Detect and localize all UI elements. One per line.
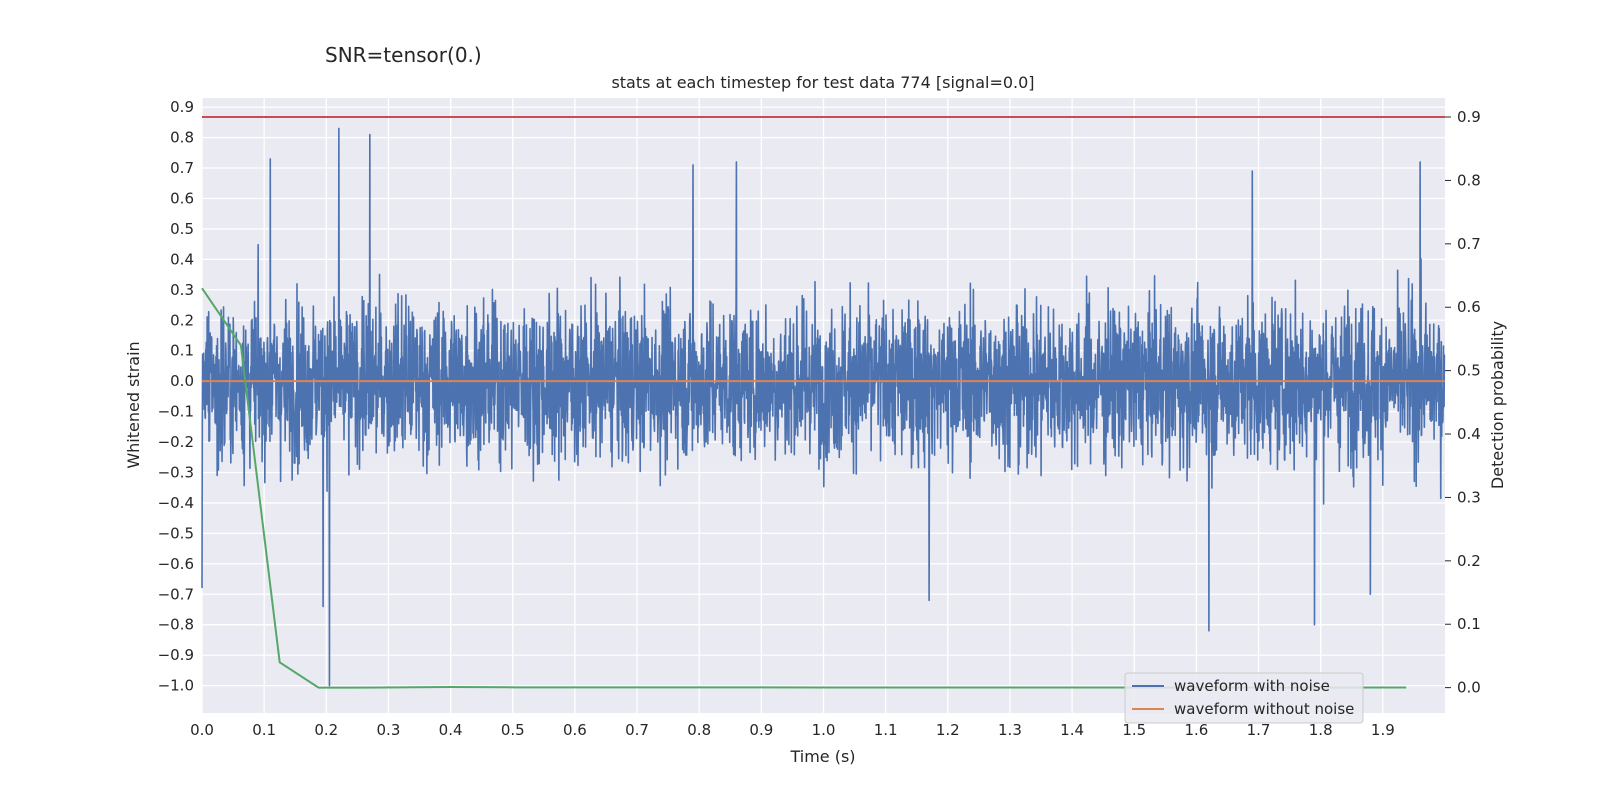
y-tick-label-left: −0.5: [158, 524, 194, 542]
y-tick-label-left: −0.4: [158, 494, 194, 512]
y-tick-label-right: 0.6: [1457, 298, 1481, 316]
x-tick-label: 0.7: [625, 721, 649, 739]
y-tick-label-left: 0.7: [170, 159, 194, 177]
y-axis-right-label: Detection probability: [1488, 321, 1507, 489]
y-axis-left-label: Whitened strain: [124, 341, 143, 468]
suptitle: SNR=tensor(0.): [325, 43, 482, 67]
y-tick-label-right: 0.1: [1457, 615, 1481, 633]
x-tick-label: 0.9: [749, 721, 773, 739]
y-tick-label-left: 0.6: [170, 189, 194, 207]
series-line-detection-probability: [201, 287, 1407, 689]
y-tick-label-right: 0.5: [1457, 362, 1481, 380]
x-axis-ticks: 0.0 0.1 0.2 0.3 0.4 0.5 0.6 0.7 0.8 0.9 1.0 1.1 1.2 1…: [190, 721, 1395, 739]
x-tick-label: 1.8: [1309, 721, 1333, 739]
y-tick-label-left: 0.0: [170, 372, 194, 390]
y-tick-label-right: 0.2: [1457, 552, 1481, 570]
x-tick-label: 0.0: [190, 721, 214, 739]
series-layer: [201, 116, 1446, 689]
x-tick-label: 0.2: [314, 721, 338, 739]
x-tick-label: 1.1: [874, 721, 898, 739]
y-tick-label-right: 0.7: [1457, 235, 1481, 253]
y-tick-label-left: 0.2: [170, 311, 194, 329]
chart-title: stats at each timestep for test data 774…: [611, 73, 1034, 92]
y-tick-label-left: −0.2: [158, 433, 194, 451]
y-tick-label-right: 0.0: [1457, 679, 1481, 697]
x-tick-label: 1.4: [1060, 721, 1084, 739]
y-tick-label-left: 0.9: [170, 98, 194, 116]
y-tick-label-left: 0.5: [170, 220, 194, 238]
legend-box: [1124, 672, 1364, 724]
y-tick-label-left: −0.3: [158, 463, 194, 481]
y-tick-label-left: 0.8: [170, 129, 194, 147]
y-tick-label-right: 0.4: [1457, 425, 1481, 443]
y-tick-label-left: −1.0: [158, 677, 194, 695]
y-tick-label-left: 0.4: [170, 250, 194, 268]
y-tick-label-left: −0.9: [158, 646, 194, 664]
x-tick-label: 0.5: [501, 721, 525, 739]
y-tick-label-right: 0.9: [1457, 108, 1481, 126]
legend-label-waveform-without-noise: waveform without noise: [1174, 700, 1354, 718]
x-tick-label: 1.3: [998, 721, 1022, 739]
x-tick-label: 0.6: [563, 721, 587, 739]
y-tick-label-left: −0.6: [158, 555, 194, 573]
x-tick-label: 0.8: [687, 721, 711, 739]
y-tick-label-left: 0.1: [170, 342, 194, 360]
x-tick-label: 1.2: [936, 721, 960, 739]
x-tick-label: 0.4: [439, 721, 463, 739]
y-axis-right-ticks: 0.9 0.8 0.7 0.6 0.5 0.4 0.3 0.2 0.1 0.0: [1445, 108, 1481, 697]
y-tick-label-left: −0.1: [158, 403, 194, 421]
y-tick-label-left: −0.7: [158, 585, 194, 603]
x-tick-label: 1.6: [1184, 721, 1208, 739]
y-tick-label-right: 0.8: [1457, 171, 1481, 189]
x-tick-label: 1.9: [1371, 721, 1395, 739]
x-axis-label: Time (s): [789, 747, 855, 766]
x-tick-label: 1.7: [1247, 721, 1271, 739]
x-tick-label: 1.0: [812, 721, 836, 739]
y-axis-left-ticks: 0.9 0.8 0.7 0.6 0.5 0.4 0.3 0.2 0.1 0.0 −0.1 −0.2 −0…: [158, 98, 194, 694]
legend-label-waveform-with-noise: waveform with noise: [1174, 677, 1330, 695]
y-tick-label-left: −0.8: [158, 616, 194, 634]
x-tick-label: 0.3: [377, 721, 401, 739]
y-tick-label-right: 0.3: [1457, 488, 1481, 506]
x-tick-label: 0.1: [252, 721, 276, 739]
y-tick-label-left: 0.3: [170, 281, 194, 299]
legend: waveform with noise waveform without noi…: [1124, 672, 1364, 724]
x-tick-label: 1.5: [1122, 721, 1146, 739]
series-line-waveform-with-noise: [201, 127, 1446, 687]
